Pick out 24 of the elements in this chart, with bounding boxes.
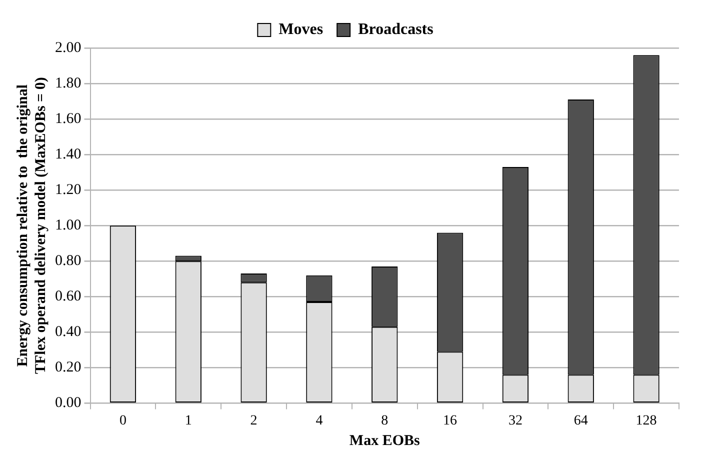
y-tick-label: 0.40 (55, 324, 82, 340)
y-tick-label: 0.20 (55, 360, 82, 376)
y-axis-title: Energy consumption relative to the original TFlex operand delivery model (MaxEOBs = 0) (14, 77, 49, 374)
y-tick-label: 1.40 (55, 146, 82, 162)
x-tick-label: 2 (250, 413, 258, 428)
y-tick-label: 0.00 (55, 395, 82, 412)
y-tick-label: 1.00 (55, 218, 82, 234)
y-tick-label: 1.20 (55, 182, 82, 198)
x-axis-title: Max EOBs (349, 432, 420, 449)
y-tick-label: 2.00 (55, 40, 82, 56)
legend-label: Broadcasts (358, 21, 434, 38)
x-tick-label: 1 (184, 413, 192, 428)
y-tick-label: 1.60 (55, 110, 82, 127)
x-tick-label: 8 (381, 413, 388, 428)
x-tick-label: 16 (443, 413, 458, 428)
y-tick-label: 0.60 (55, 288, 82, 305)
x-tick-label: 128 (636, 413, 657, 428)
y-tick-label: 0.80 (55, 253, 82, 270)
x-tick-label: 4 (316, 413, 323, 428)
x-tick-label: 0 (119, 413, 126, 428)
y-tick-label: 1.80 (55, 75, 82, 92)
x-tick-label: 64 (574, 413, 588, 428)
x-tick-label: 32 (508, 413, 522, 428)
legend-label: Moves (278, 21, 324, 38)
